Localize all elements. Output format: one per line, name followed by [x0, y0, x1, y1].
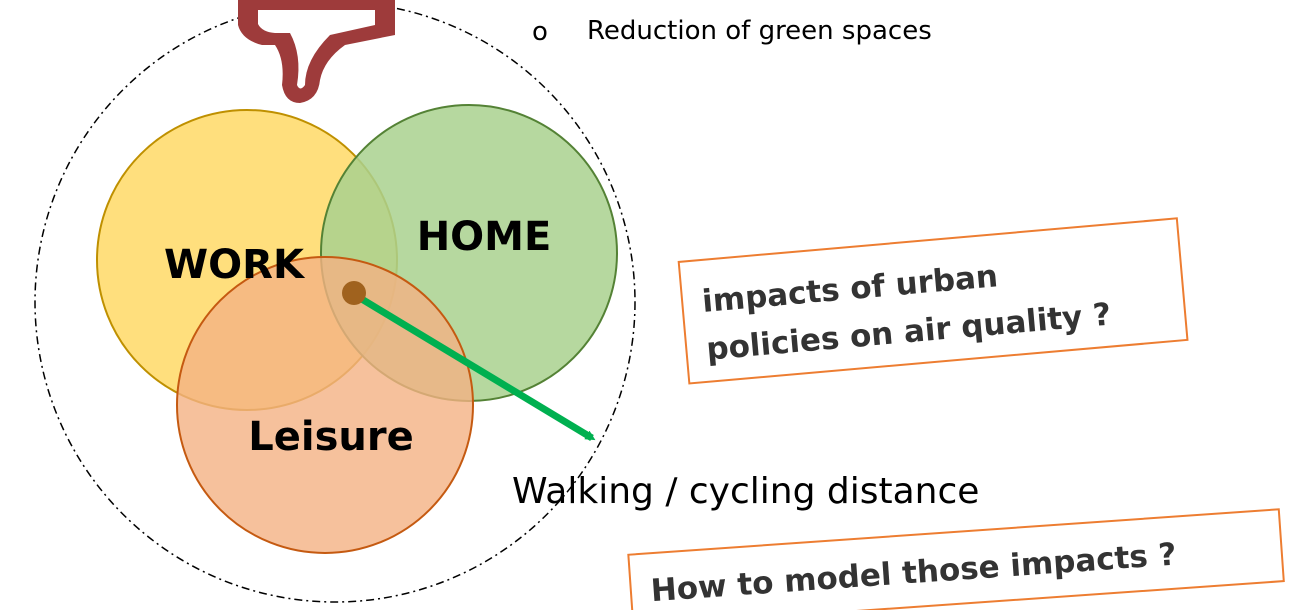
- question-box-1: impacts of urban policies on air quality…: [677, 217, 1189, 385]
- arrow: [358, 295, 596, 441]
- leisure-circle: [176, 256, 474, 554]
- question-box-2-border: [627, 508, 1285, 610]
- leisure-label: Leisure: [248, 414, 413, 460]
- arrow-label: Walking / cycling distance: [512, 471, 979, 512]
- work-label: WORK: [164, 242, 306, 288]
- location-dot: [342, 281, 366, 305]
- bullet-text: Reduction of green spaces: [587, 16, 932, 46]
- thumbs-down-inner: [258, 10, 375, 89]
- question-box-1-border: [677, 217, 1189, 385]
- bullet-marker: o: [532, 17, 548, 47]
- home-label: HOME: [417, 214, 552, 260]
- question-box-2: How to model those impacts ?: [627, 508, 1285, 610]
- outer-dashed-circle: [34, 1, 636, 603]
